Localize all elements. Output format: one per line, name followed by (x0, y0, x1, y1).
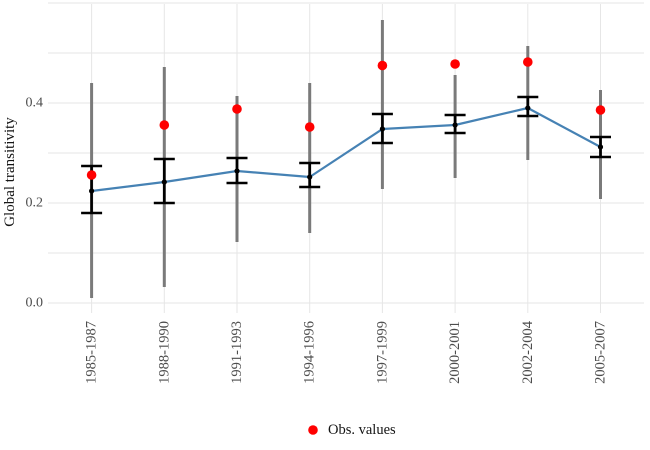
observed-points (86, 57, 606, 180)
estimate-point (89, 188, 95, 194)
x-tick-label: 1985-1987 (84, 321, 100, 384)
obs-point (595, 105, 606, 115)
x-tick-label: 1988-1990 (156, 321, 172, 384)
legend-obs-marker-icon (308, 425, 318, 435)
x-tick-label: 2002-2004 (520, 320, 536, 384)
obs-point (450, 59, 460, 69)
y-tick-label: 0.2 (26, 196, 44, 211)
estimate-point (379, 126, 385, 132)
x-tick-label: 2005-2007 (593, 321, 609, 384)
x-tick-label: 2000-2001 (447, 321, 463, 384)
legend-obs-label: Obs. values (328, 422, 396, 438)
legend: Obs. values (308, 422, 396, 438)
obs-point (86, 170, 97, 180)
x-tick-label: 1997-1999 (374, 321, 390, 384)
estimate-point (597, 144, 604, 150)
x-tick-label: 1991-1993 (229, 321, 245, 384)
estimate-point (234, 168, 240, 174)
x-tick-labels: 1985-1987 1988-1990 1991-1993 1994-1996 1997… (84, 320, 609, 384)
x-tick-label: 1994-1996 (302, 321, 318, 384)
obs-point (232, 104, 242, 114)
horizontal-gridlines (48, 2, 644, 304)
estimate-point (525, 105, 531, 111)
obs-point (159, 120, 170, 130)
estimate-point (161, 179, 167, 185)
estimate-point (452, 122, 458, 128)
obs-point (377, 60, 388, 71)
y-tick-label: 0.4 (26, 96, 44, 111)
estimate-points (89, 105, 604, 194)
y-tick-labels: 0.0 0.2 0.4 (26, 96, 44, 311)
obs-point (523, 57, 533, 67)
estimate-point (307, 174, 313, 180)
estimate-line (90, 106, 602, 193)
y-tick-label: 0.0 (26, 296, 44, 311)
obs-point (304, 122, 315, 132)
black-error-bars (81, 95, 611, 215)
y-axis-title: Global transitivity (2, 117, 18, 227)
